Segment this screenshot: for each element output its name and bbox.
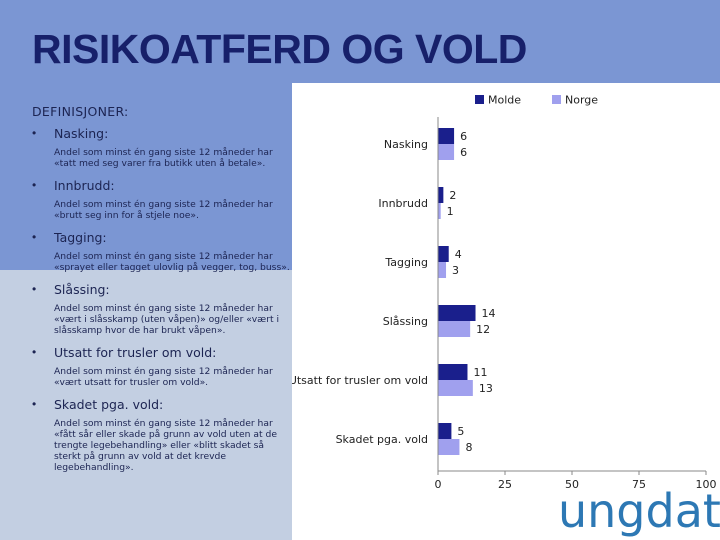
definition-term: Utsatt for trusler om vold: — [54, 345, 217, 360]
slide-title: RISIKOATFERD OG VOLD — [32, 26, 527, 72]
data-label: 2 — [449, 189, 456, 202]
data-label: 4 — [455, 248, 462, 261]
definition-description: Andel som minst én gang siste 12 måneder… — [54, 366, 273, 388]
definition-term: Slåssing: — [54, 282, 110, 297]
data-label: 11 — [473, 366, 487, 379]
definition-item-trusler: • Utsatt for trusler om vold: Andel som … — [30, 345, 292, 388]
legend-swatch-norge — [552, 95, 561, 104]
definition-item-tagging: • Tagging: Andel som minst én gang siste… — [30, 230, 292, 273]
definition-term: Innbrudd: — [54, 178, 115, 193]
data-label: 3 — [452, 264, 459, 277]
legend-label-molde: Molde — [488, 94, 521, 107]
definition-description: Andel som minst én gang siste 12 måneder… — [54, 147, 273, 169]
definition-item-skadet: • Skadet pga. vold: Andel som minst én g… — [30, 397, 292, 473]
data-label: 14 — [482, 307, 496, 320]
bar-norge — [438, 380, 473, 396]
bullet-icon: • — [32, 397, 37, 411]
data-label: 6 — [460, 146, 467, 159]
x-tick-label: 75 — [632, 478, 646, 491]
bar-molde — [438, 305, 476, 321]
definitions-list: • Nasking: Andel som minst én gang siste… — [30, 126, 292, 482]
category-label: Tagging — [384, 256, 428, 269]
definitions-heading: DEFINISJONER: — [32, 104, 129, 119]
data-label: 5 — [457, 425, 464, 438]
chart-panel: Molde Norge 6 6 Nasking 2 1 Innbrudd 4 3 Tagging 14… — [292, 83, 720, 540]
data-label: 6 — [460, 130, 467, 143]
bar-norge — [438, 203, 441, 219]
definition-description: Andel som minst én gang siste 12 måneder… — [54, 303, 280, 336]
bullet-icon: • — [32, 345, 37, 359]
x-tick-label: 100 — [696, 478, 717, 491]
bar-norge — [438, 439, 460, 455]
definition-term: Tagging: — [54, 230, 107, 245]
bar-norge — [438, 321, 471, 337]
definition-term: Skadet pga. vold: — [54, 397, 164, 412]
bar-molde — [438, 128, 455, 144]
x-tick-label: 25 — [498, 478, 512, 491]
category-label: Slåssing — [383, 315, 428, 328]
data-label: 1 — [447, 205, 454, 218]
bar-norge — [438, 144, 455, 160]
definition-description: Andel som minst én gang siste 12 måneder… — [54, 199, 273, 221]
category-label: Innbrudd — [378, 197, 428, 210]
x-tick-label: 0 — [435, 478, 442, 491]
bullet-icon: • — [32, 178, 37, 192]
data-label: 8 — [465, 441, 472, 454]
bar-molde — [438, 364, 468, 380]
definition-description: Andel som minst én gang siste 12 måneder… — [54, 418, 278, 473]
definition-item-innbrudd: • Innbrudd: Andel som minst én gang sist… — [30, 178, 292, 221]
bar-molde — [438, 246, 449, 262]
ungdata-logo: ungdata — [558, 484, 720, 538]
category-label: Skadet pga. vold — [336, 433, 428, 446]
data-label: 13 — [479, 382, 493, 395]
bullet-icon: • — [32, 126, 37, 140]
bar-norge — [438, 262, 447, 278]
bar-chart: Molde Norge 6 6 Nasking 2 1 Innbrudd 4 3 Tagging 14… — [292, 94, 717, 492]
category-label: Utsatt for trusler om vold — [292, 374, 428, 387]
data-label: 12 — [476, 323, 490, 336]
definition-description: Andel som minst én gang siste 12 måneder… — [54, 251, 290, 273]
category-label: Nasking — [384, 138, 428, 151]
bar-molde — [438, 423, 452, 439]
x-tick-label: 50 — [565, 478, 579, 491]
definition-term: Nasking: — [54, 126, 109, 141]
bullet-icon: • — [32, 282, 37, 296]
legend-label-norge: Norge — [565, 94, 598, 107]
definition-item-slassing: • Slåssing: Andel som minst én gang sist… — [30, 282, 292, 336]
bullet-icon: • — [32, 230, 37, 244]
legend-swatch-molde — [475, 95, 484, 104]
definition-item-nasking: • Nasking: Andel som minst én gang siste… — [30, 126, 292, 169]
bar-molde — [438, 187, 444, 203]
